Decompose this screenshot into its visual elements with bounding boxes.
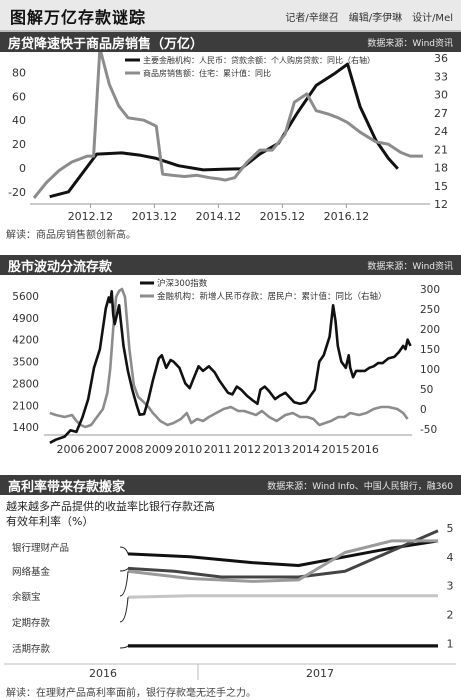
section3-source: 数据来源：Wind Info、中国人民银行，融360 (267, 482, 453, 492)
y-left-tick: 20 (12, 138, 26, 151)
y-left-tick: 1400 (12, 422, 39, 434)
y-right-tick: 27 (434, 107, 448, 120)
section3-header: 高利率带来存款搬家 数据来源：Wind Info、中国人民银行，融360 (0, 475, 461, 495)
x-tick-label: 2007 (86, 443, 114, 456)
y-right-tick: 300 (420, 284, 440, 296)
y-right-tick: 30 (434, 89, 448, 102)
x-tick-label: 2014.12 (196, 210, 242, 222)
series-label: 定期存款 (12, 617, 51, 629)
y-left-tick: -20 (8, 186, 26, 199)
y-right-tick: 1 (447, 638, 454, 651)
y-right-tick: 200 (420, 324, 440, 336)
housing-loan-chart: -20 0 20 40 60 80 12 15 18 21 24 27 30 33 36 2012.12 201… (8, 52, 448, 222)
section1-title: 房贷降速快于商品房销售（万亿） (8, 37, 204, 52)
y-left-tick: 5600 (12, 291, 39, 303)
stock-deposit-chart: 1400 2100 2800 3500 4200 4900 5600 -50 0 50 100 150… (12, 278, 440, 456)
y-right-tick: 150 (420, 344, 440, 356)
y-right-tick: 18 (434, 162, 448, 175)
y-right-tick: 33 (434, 70, 448, 83)
header-bar: 图解万亿存款谜踪 记者/辛继召 编辑/李伊琳 设计/Mel (0, 0, 461, 32)
series-label: 银行理财产品 (12, 542, 69, 554)
series-leader-line (119, 645, 129, 649)
page-title: 图解万亿存款谜踪 (10, 8, 147, 27)
section3-ylabel: 有效年利率（%） (6, 515, 94, 528)
series-line-0 (49, 62, 399, 199)
y-right-tick: 24 (434, 125, 448, 138)
section2-header: 股市波动分流存款 数据来源：Wind资讯 (0, 255, 461, 275)
section2-title: 股市波动分流存款 (8, 260, 113, 275)
x-tick-label: 2006 (56, 443, 84, 456)
x-tick-label: 2009 (145, 443, 173, 456)
series-line-2 (127, 539, 438, 583)
series-line-1 (32, 52, 423, 199)
y-right-tick: 12 (434, 198, 448, 211)
x-tick-label: 2016 (351, 443, 379, 456)
byline: 记者/辛继召 编辑/李伊琳 设计/Mel (285, 13, 453, 24)
y-left-tick: 4200 (12, 335, 39, 347)
legend-label: 沪深300指数 (157, 278, 208, 289)
y-right-tick: 15 (434, 180, 448, 193)
x-tick-label: 2010 (174, 443, 202, 456)
y-right-tick: 250 (420, 304, 440, 316)
y-left-tick: 2800 (12, 378, 39, 390)
legend-label: 金融机构：新增人民币存款：居民户：累计值：同比（右轴） (157, 291, 387, 302)
y-right-tick: 0 (420, 404, 427, 416)
series-line-0 (127, 539, 439, 567)
section3-title: 高利率带来存款搬家 (8, 480, 126, 495)
y-left-tick: 80 (12, 66, 26, 79)
y-right-tick: 50 (420, 384, 433, 396)
y-right-tick: 21 (434, 143, 448, 156)
series-line-3 (127, 594, 438, 599)
section1-source: 数据来源：Wind资讯 (367, 39, 453, 49)
x-tick-label: 2008 (115, 443, 143, 456)
x-tick-label: 2017 (306, 667, 334, 680)
section3-note: 解读：在理财产品高利率面前，银行存款毫无还手之力。 (6, 688, 256, 699)
x-tick-label: 2013.12 (132, 210, 178, 222)
x-tick-label: 2015.12 (260, 210, 306, 222)
y-right-tick: 100 (420, 364, 440, 376)
series-leader-line (119, 597, 129, 623)
legend-label: 商品房销售额：住宅：累计值：同比 (143, 68, 271, 78)
section3-subtitle: 越来越多产品提供的收益率比银行存款还高 (6, 500, 215, 513)
y-right-tick: 3 (447, 580, 454, 593)
series-line-1 (127, 529, 439, 579)
x-tick-label: 2011 (204, 443, 232, 456)
y-left-tick: 4900 (12, 313, 39, 325)
y-left-tick: 60 (12, 90, 26, 103)
y-left-tick: 40 (12, 114, 26, 127)
y-right-tick: 2 (447, 609, 454, 622)
y-right-tick: 36 (434, 52, 448, 65)
x-tick-label: 2014 (292, 443, 320, 456)
y-right-tick: 4 (447, 551, 454, 564)
section1-header: 房贷降速快于商品房销售（万亿） 数据来源：Wind资讯 (0, 32, 461, 52)
series-line-1 (49, 287, 409, 429)
x-tick-label: 2016.12 (324, 210, 370, 222)
series-label: 余额宝 (12, 591, 41, 603)
y-left-tick: 0 (19, 162, 26, 175)
x-tick-label: 2016 (89, 667, 117, 680)
y-right-tick: -50 (420, 424, 437, 436)
series-label: 网络基金 (12, 566, 51, 578)
x-tick-label: 2013 (263, 443, 291, 456)
section2-source: 数据来源：Wind资讯 (367, 262, 453, 272)
series-leader-line (119, 546, 129, 555)
series-line-0 (49, 290, 412, 444)
y-right-tick: 5 (447, 522, 454, 535)
x-tick-label: 2012 (233, 443, 261, 456)
section1-note: 解读：商品房销售额创新高。 (6, 230, 136, 241)
legend-label: 主要金融机构：人民币：贷款余额：个人购房贷款：同比（右轴） (143, 55, 375, 65)
series-leader-line (119, 568, 129, 572)
y-left-tick: 2100 (12, 400, 39, 412)
series-label: 活期存款 (12, 643, 51, 655)
y-left-tick: 3500 (12, 357, 39, 369)
x-tick-label: 2012.12 (68, 210, 114, 222)
x-tick-label: 2015 (321, 443, 349, 456)
series-leader-line (119, 571, 129, 597)
